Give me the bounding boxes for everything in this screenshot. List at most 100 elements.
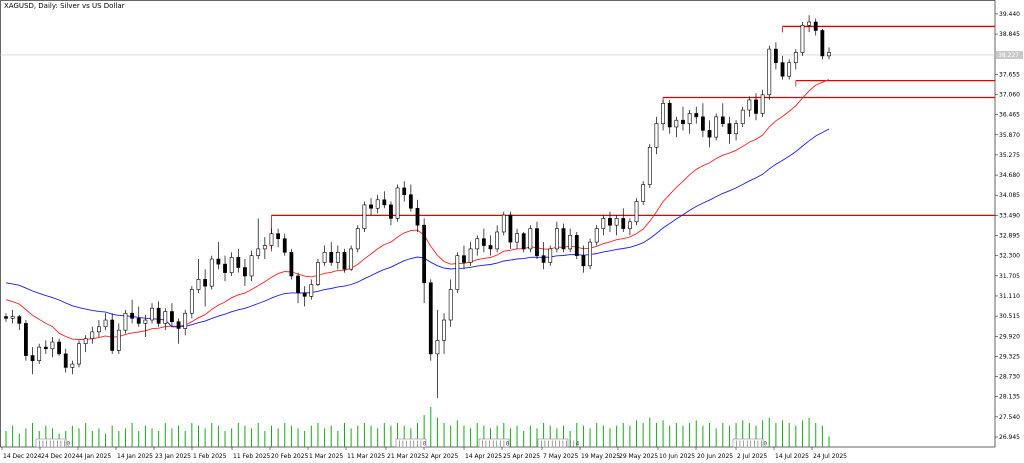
ma-slow-line xyxy=(5,128,830,328)
candle-body xyxy=(243,267,247,277)
candle-body xyxy=(535,228,539,256)
candle-body xyxy=(647,147,652,185)
candle-body xyxy=(780,62,785,77)
candle-body xyxy=(481,238,486,246)
candle-body xyxy=(110,319,115,351)
date-tick-label: 14 Jan 2025 xyxy=(117,453,153,460)
date-tick-label: 11 Mar 2025 xyxy=(347,453,385,460)
candle-body xyxy=(296,275,300,294)
candle-body xyxy=(594,228,599,243)
candle-body xyxy=(641,184,646,202)
annotation-label: |||||||0 xyxy=(398,441,427,448)
candle-body xyxy=(395,187,400,219)
price-tick-label: 36.465 xyxy=(999,112,1020,119)
price-tick-label: 30.515 xyxy=(999,313,1020,320)
date-tick-label: 24 Dec 2024 xyxy=(41,453,80,460)
price-tick-label: 34.085 xyxy=(999,192,1020,199)
candle-body xyxy=(77,343,81,365)
candle-body xyxy=(10,316,15,319)
candle-body xyxy=(57,341,61,355)
candle-body xyxy=(43,346,48,350)
price-tick-label: 31.705 xyxy=(999,273,1020,280)
candle-body xyxy=(229,257,234,273)
candle-body xyxy=(63,353,68,368)
candle-body xyxy=(754,99,758,114)
candle-body xyxy=(362,204,367,229)
candle-body xyxy=(760,94,765,114)
candle-body xyxy=(309,284,314,297)
candle-body xyxy=(170,311,174,323)
candle-body xyxy=(740,109,745,124)
candle-body xyxy=(143,319,148,324)
date-tick-label: 2 Apr 2025 xyxy=(425,453,458,460)
annotation-label: ||||||||0 xyxy=(38,441,71,448)
date-tick-label: 14 Jul 2025 xyxy=(775,453,809,460)
candle-body xyxy=(223,263,227,273)
candle-body xyxy=(813,21,818,31)
date-tick-label: 21 Mar 2025 xyxy=(387,453,425,460)
candle-body xyxy=(707,130,712,138)
candle-body xyxy=(349,248,354,270)
annotation-box xyxy=(537,438,569,448)
candle-body xyxy=(276,233,281,240)
candle-body xyxy=(176,321,181,329)
candle-body xyxy=(561,228,566,250)
candle-body xyxy=(316,262,320,285)
candle-body xyxy=(714,116,719,138)
candle-body xyxy=(382,199,387,206)
candle-body xyxy=(70,363,75,368)
candle-body xyxy=(269,233,274,246)
candle-body xyxy=(209,258,214,287)
price-tick-label: 32.300 xyxy=(999,253,1020,260)
candle-body xyxy=(462,255,466,263)
candle-body xyxy=(30,355,35,361)
candle-body xyxy=(807,21,811,26)
candle-body xyxy=(196,279,201,290)
candle-body xyxy=(621,218,626,229)
candle-body xyxy=(654,123,659,148)
price-tick-label: 37.655 xyxy=(999,71,1020,78)
candle-body xyxy=(614,218,619,226)
candle-body xyxy=(83,338,88,345)
candle-body xyxy=(727,123,732,135)
candle-body xyxy=(793,52,798,63)
candle-body xyxy=(50,341,55,350)
date-tick-label: 1 Mar 2025 xyxy=(309,453,343,460)
price-tick-label: 35.275 xyxy=(999,152,1020,159)
date-tick-label: 11 Feb 2025 xyxy=(233,453,271,460)
candle-body xyxy=(136,318,141,324)
date-tick-label: 10 Jun 2025 xyxy=(659,453,695,460)
candle-body xyxy=(442,319,446,341)
price-tick-label: 28.730 xyxy=(999,374,1020,381)
candle-body xyxy=(674,119,679,128)
price-tick-label: 31.110 xyxy=(999,293,1020,300)
price-tick-label: 38.845 xyxy=(999,31,1020,38)
candle-body xyxy=(667,102,672,128)
candle-body xyxy=(355,228,360,250)
candle-body xyxy=(588,241,592,267)
candle-body xyxy=(508,214,513,243)
candle-body xyxy=(97,326,101,333)
candle-body xyxy=(661,102,665,124)
current-price-badge xyxy=(996,50,1023,59)
candle-body xyxy=(408,194,413,209)
candle-body xyxy=(90,331,95,339)
candle-body xyxy=(282,238,287,253)
candle-body xyxy=(289,251,294,277)
candle-body xyxy=(455,255,460,290)
candle-body xyxy=(116,329,121,351)
candle-body xyxy=(256,248,261,256)
chart-title: XAGUSD, Daily: Silver vs US Dollar xyxy=(4,2,125,10)
candle-body xyxy=(249,255,254,277)
candle-body xyxy=(4,316,8,319)
date-tick-label: 20 Jun 2025 xyxy=(697,453,733,460)
date-tick-label: 19 May 2025 xyxy=(581,453,620,460)
candle-body xyxy=(548,248,553,263)
candle-body xyxy=(687,113,692,124)
candle-body xyxy=(734,123,738,135)
candle-body xyxy=(183,312,188,329)
candle-body xyxy=(163,311,168,324)
candle-body xyxy=(495,231,500,250)
candle-body xyxy=(694,113,699,118)
